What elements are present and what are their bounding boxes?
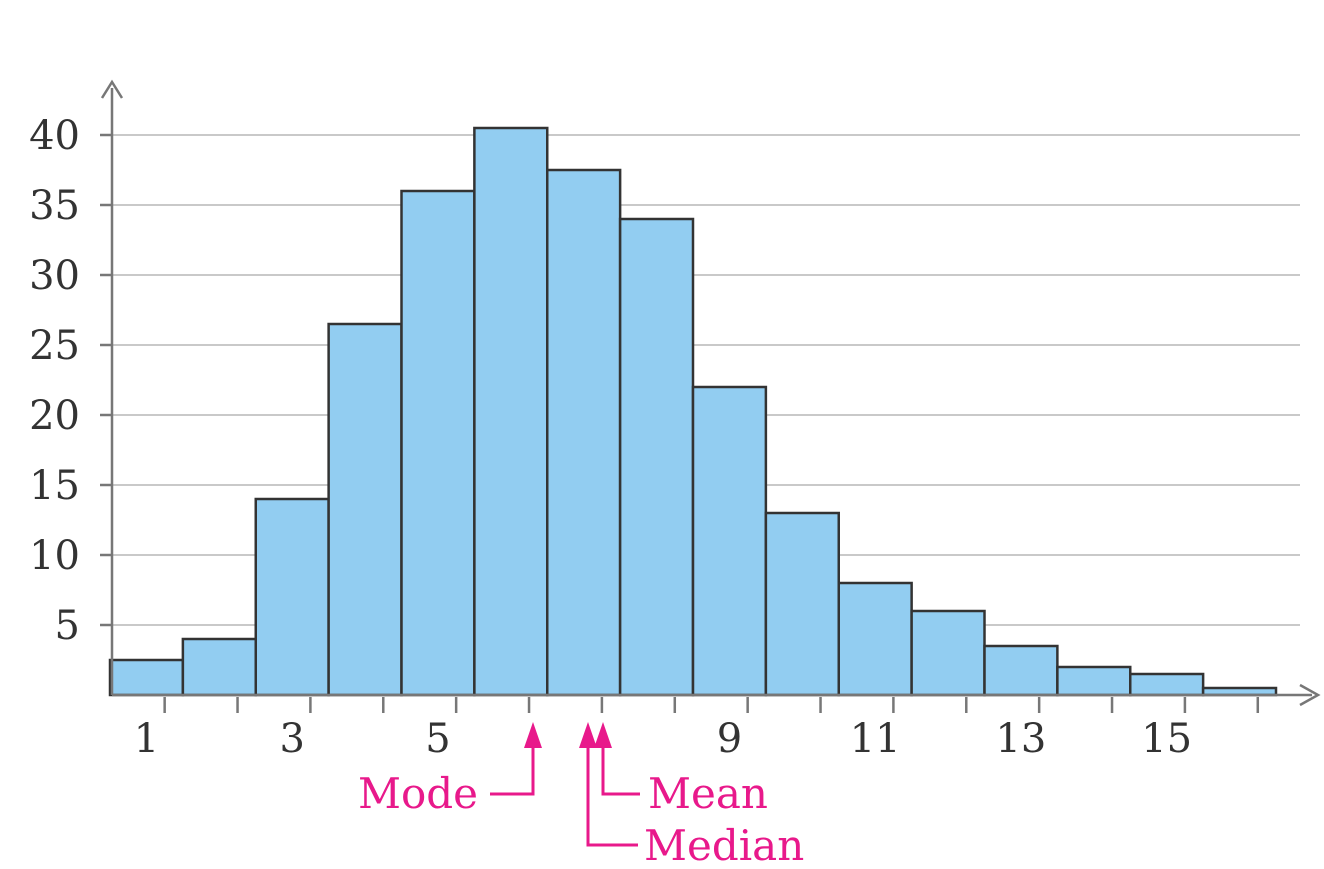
x-tick-label-15: 15 — [1141, 716, 1192, 762]
mode-label: Mode — [358, 769, 478, 818]
axes — [100, 79, 1321, 707]
bar-10 — [764, 511, 840, 697]
bar-12 — [910, 609, 986, 697]
mean-arrow-icon — [594, 722, 612, 748]
bar-6 — [473, 126, 549, 697]
y-tick-label-35: 35 — [29, 183, 80, 229]
bar-11 — [837, 581, 913, 697]
y-tick-label-10: 10 — [29, 533, 80, 579]
mean-label: Mean — [648, 769, 768, 818]
mean-arrow-line — [601, 742, 640, 796]
median-label: Median — [644, 821, 804, 869]
y-tick-label-5: 5 — [55, 603, 80, 649]
bar-2 — [181, 637, 257, 697]
y-tick-label-20: 20 — [29, 393, 80, 439]
y-tick-label-15: 15 — [29, 463, 80, 509]
y-tick-label-40: 40 — [29, 113, 80, 159]
x-tick-label-3: 3 — [279, 716, 304, 762]
x-tick-label-9: 9 — [717, 716, 742, 762]
bar-8 — [618, 217, 695, 697]
bar-4 — [327, 322, 403, 697]
bar-9 — [691, 385, 768, 697]
x-tick-label-13: 13 — [995, 716, 1046, 762]
x-ticks: 1 3 5 9 11 13 15 — [134, 697, 1260, 762]
x-tick-label-11: 11 — [850, 716, 901, 762]
x-tick-label-5: 5 — [425, 716, 450, 762]
mode-arrow-line — [490, 742, 535, 796]
median-arrow-line — [586, 742, 638, 847]
y-axis-arrow-icon — [100, 79, 124, 99]
y-tick-label-25: 25 — [29, 323, 80, 369]
y-ticks: 5 10 15 20 25 30 35 40 — [29, 113, 112, 649]
median-arrow-icon — [579, 722, 597, 748]
bar-3 — [254, 497, 330, 697]
y-tick-label-30: 30 — [29, 253, 80, 299]
bar-7 — [546, 168, 622, 697]
bars — [108, 126, 1278, 697]
mode-arrow-icon — [524, 722, 542, 748]
annotations: Mode Median Mean — [358, 722, 804, 869]
bar-5 — [400, 189, 476, 697]
bar-1 — [108, 658, 185, 697]
x-axis-arrow-icon — [1299, 683, 1321, 707]
bar-15 — [1129, 672, 1205, 697]
bar-13 — [983, 644, 1059, 697]
x-tick-label-1: 1 — [134, 716, 159, 762]
bar-14 — [1056, 665, 1132, 697]
